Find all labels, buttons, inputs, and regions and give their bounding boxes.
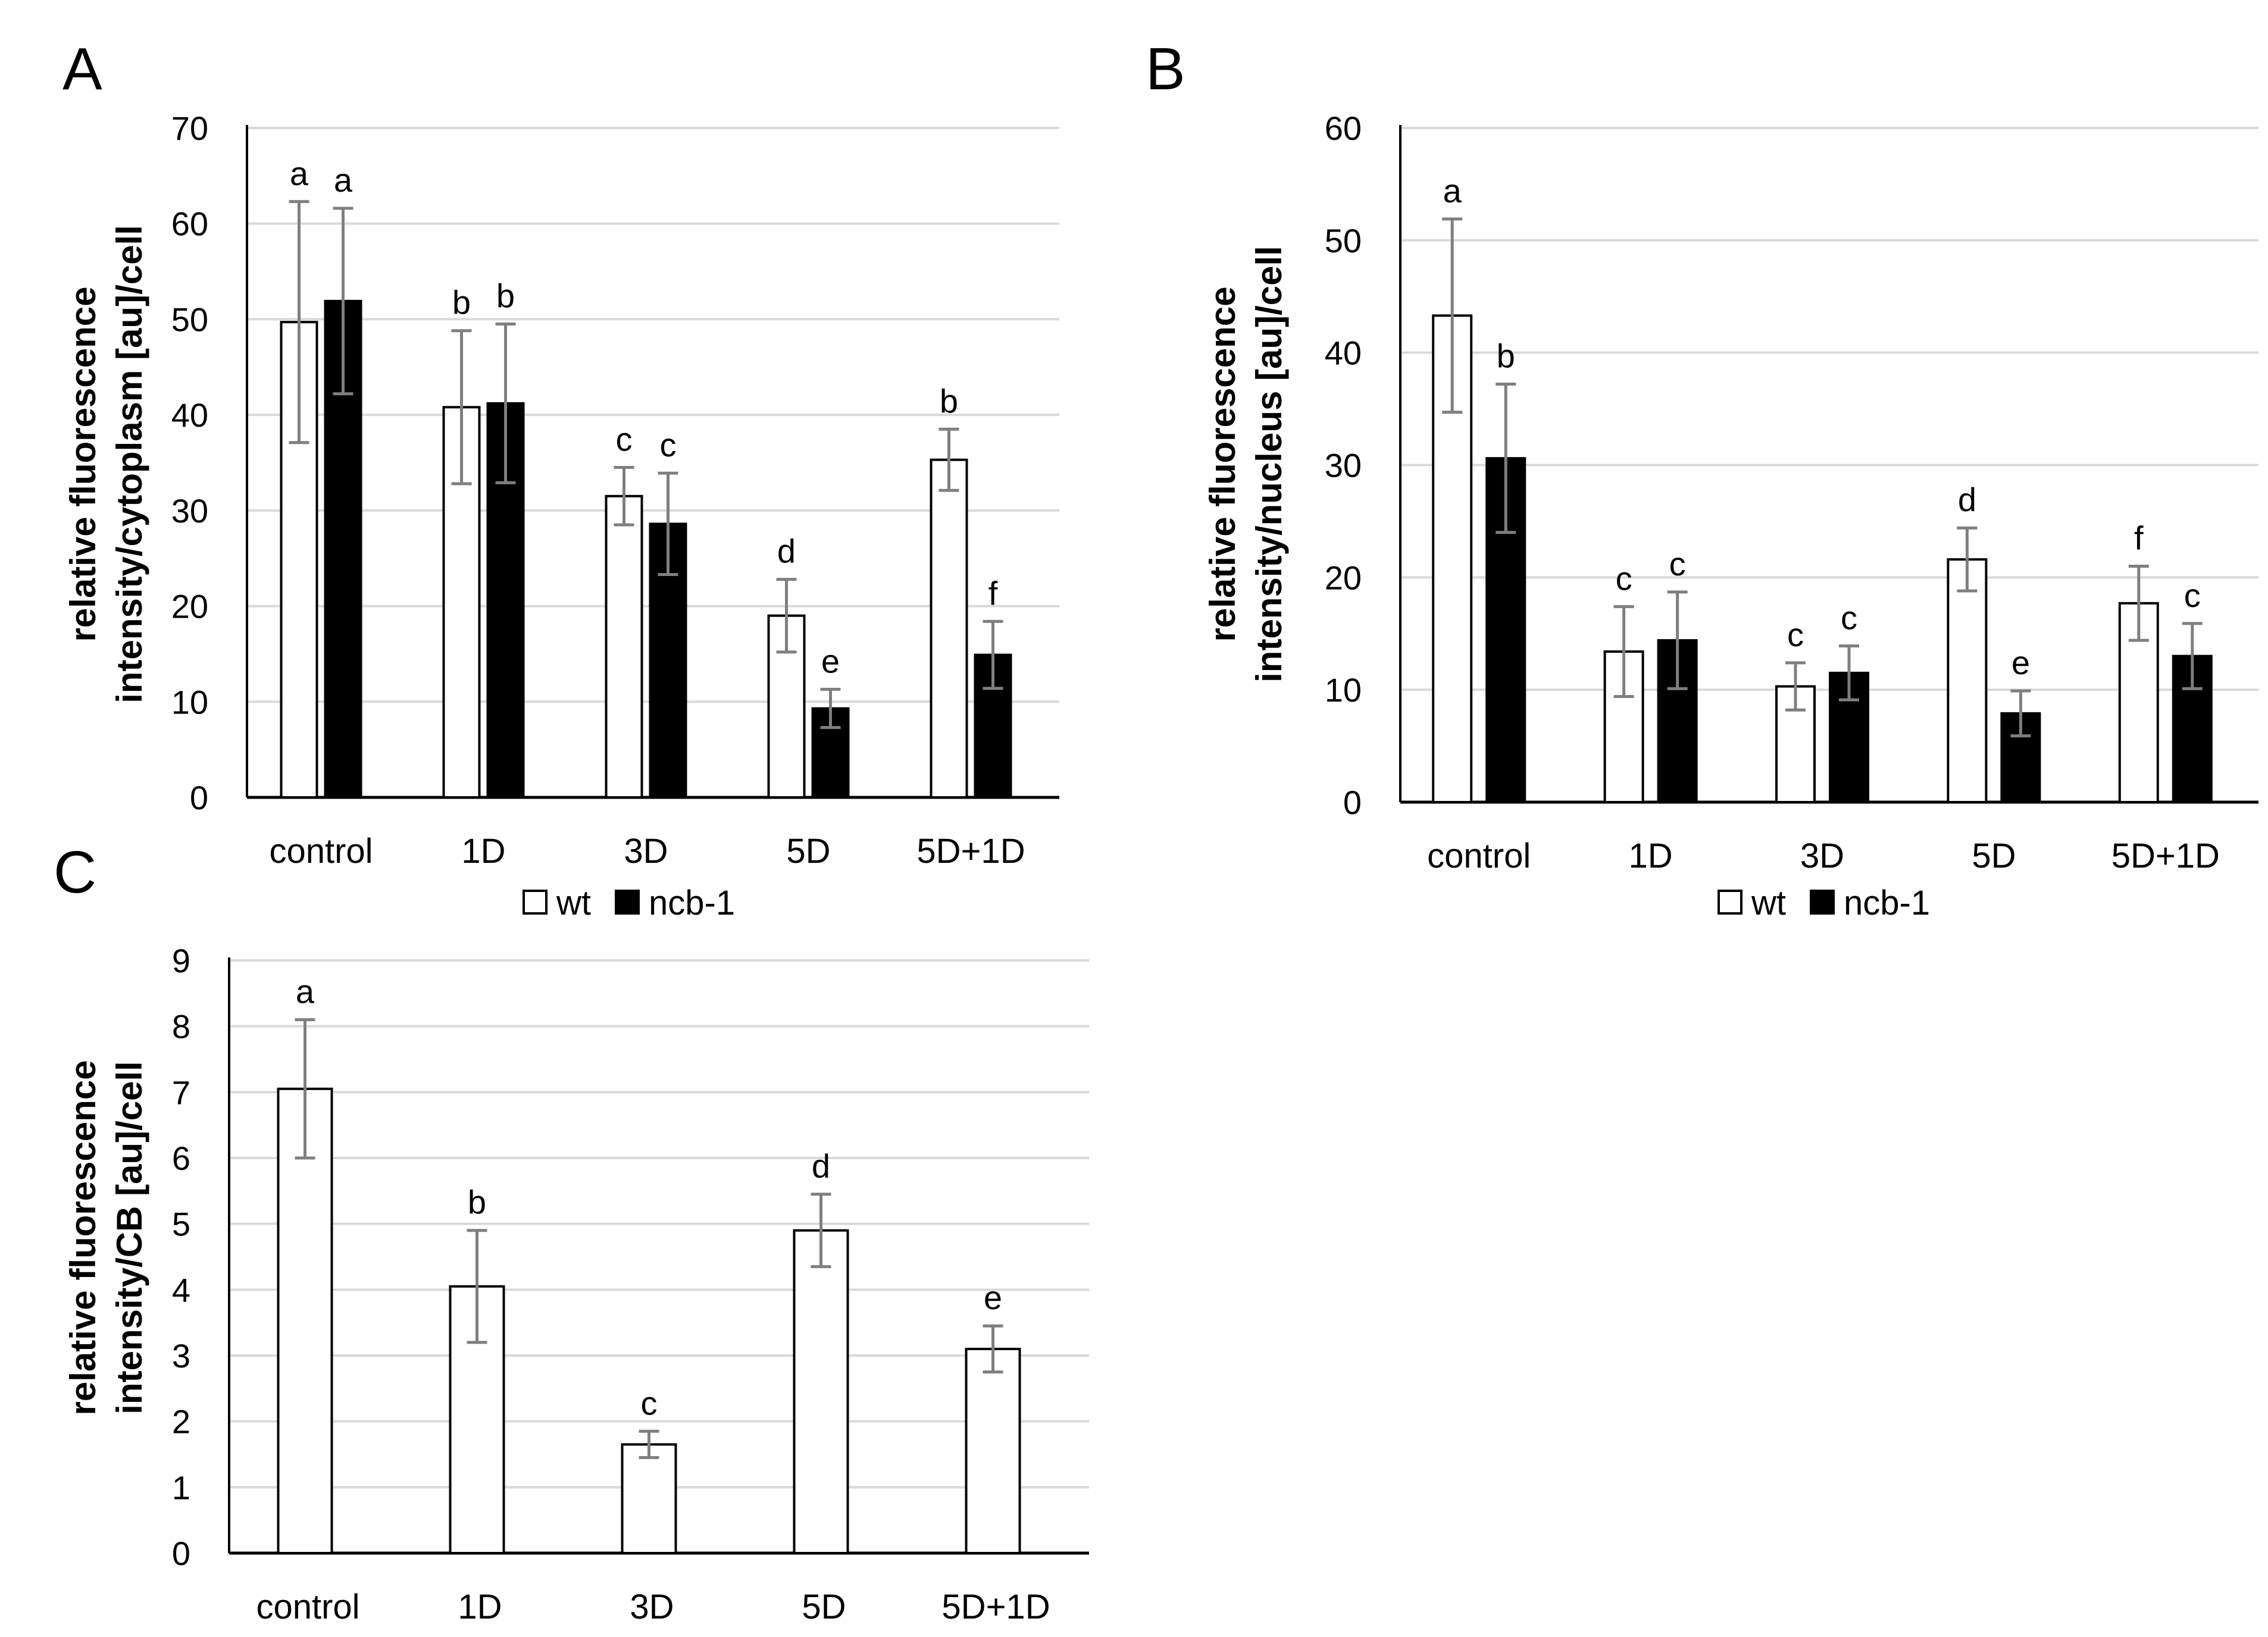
legend-label: wt — [556, 884, 591, 922]
significance-label: b — [452, 284, 471, 321]
legend-swatch-wt — [1718, 890, 1743, 915]
category-label: 1D — [458, 1588, 502, 1626]
bar-wt — [965, 1347, 1021, 1555]
y-axis-title: relative fluorescence intensity/CB [au]/c… — [63, 1060, 149, 1416]
category-label: control — [256, 1588, 359, 1626]
category-label: control — [269, 832, 373, 871]
y-tick-label: 10 — [171, 683, 208, 721]
bar-wt — [277, 1087, 333, 1555]
category-label: 5D+1D — [916, 832, 1025, 871]
y-axis-title-line: relative fluorescence — [1203, 287, 1243, 642]
y-tick-label: 6 — [172, 1140, 190, 1177]
significance-label: b — [940, 382, 958, 420]
category-label: 1D — [461, 832, 505, 871]
significance-label: c — [1669, 545, 1686, 583]
y-tick-label: 9 — [172, 942, 190, 979]
bar-wt — [621, 1443, 677, 1554]
category-label: 1D — [1629, 837, 1673, 875]
bar-wt — [2118, 602, 2159, 803]
significance-label: f — [988, 574, 998, 612]
significance-label: c — [660, 426, 677, 464]
y-tick-label: 2 — [172, 1403, 190, 1441]
y-tick-label: 30 — [1325, 447, 1362, 484]
significance-label: b — [1497, 337, 1515, 375]
y-tick-label: 8 — [172, 1008, 190, 1046]
y-tick-label: 50 — [171, 301, 208, 338]
y-tick-label: 40 — [1325, 334, 1362, 372]
y-tick-label: 0 — [172, 1535, 190, 1572]
panel-letter: C — [54, 839, 96, 906]
y-tick-label: 0 — [1343, 784, 1362, 821]
y-tick-label: 5 — [172, 1206, 190, 1243]
bar-wt — [1947, 558, 1988, 803]
significance-label: d — [812, 1147, 830, 1185]
y-axis-title-line: intensity/CB [au]/cell — [110, 1061, 149, 1414]
y-tick-label: 60 — [171, 205, 208, 243]
chart-panel-c: C 0 1 2 3 4 5 6 7 8 9 control 1D 3D 5D 5D+1D a b c d e relati… — [54, 839, 1089, 1626]
significance-label: f — [2134, 519, 2144, 556]
y-tick-label: 20 — [171, 588, 208, 625]
significance-label: c — [1616, 559, 1632, 597]
y-tick-label: 30 — [171, 492, 208, 530]
y-axis-title-line: intensity/cytoplasm [au]/cell — [110, 225, 149, 703]
significance-label: e — [821, 642, 840, 680]
significance-label: c — [641, 1384, 658, 1422]
y-axis-title-line: intensity/nucleus [au]/cell — [1249, 246, 1289, 683]
category-label: 5D+1D — [2111, 837, 2220, 875]
y-tick-label: 70 — [171, 109, 208, 147]
category-label: 3D — [630, 1588, 674, 1626]
legend-label: wt — [1751, 884, 1786, 922]
y-tick-label: 3 — [172, 1337, 190, 1375]
category-label: 5D — [802, 1588, 846, 1626]
legend-label: ncb-1 — [1844, 884, 1930, 922]
y-axis-title: relative fluorescence intensity/nucleus [… — [1203, 246, 1289, 683]
y-axis-title-line: relative fluorescence — [63, 287, 103, 642]
category-label: 3D — [624, 832, 668, 871]
category-label: 5D — [1972, 837, 2016, 875]
bar-wt — [605, 494, 643, 799]
legend-label: ncb-1 — [649, 884, 735, 922]
y-tick-label: 60 — [1325, 109, 1362, 147]
category-label: 5D — [786, 832, 830, 871]
y-tick-label: 20 — [1325, 559, 1362, 596]
category-label: 5D+1D — [941, 1588, 1050, 1626]
significance-label: a — [1443, 172, 1462, 209]
significance-label: d — [1958, 481, 1976, 518]
legend-swatch-ncb-1 — [1810, 890, 1835, 915]
y-tick-label: 40 — [171, 396, 208, 434]
y-tick-label: 10 — [1325, 671, 1362, 709]
legend-swatch-wt — [523, 890, 548, 915]
y-tick-label: 1 — [172, 1469, 190, 1506]
panel-letter: B — [1146, 36, 1185, 102]
legend-swatch-ncb-1 — [615, 890, 640, 915]
panel-letter: A — [62, 36, 102, 102]
y-tick-label: 4 — [172, 1271, 190, 1309]
y-tick-label: 50 — [1325, 222, 1362, 259]
significance-label: c — [1841, 599, 1857, 637]
significance-label: a — [296, 973, 315, 1010]
significance-label: b — [468, 1184, 486, 1221]
significance-label: a — [334, 161, 353, 199]
significance-label: b — [496, 277, 515, 314]
significance-label: e — [2012, 644, 2030, 681]
bar-wt — [793, 1229, 849, 1555]
bar-wt — [930, 458, 968, 799]
significance-label: e — [984, 1279, 1002, 1316]
category-label: 3D — [1800, 837, 1844, 875]
y-axis-title: relative fluorescence intensity/cytoplasm… — [63, 225, 149, 703]
chart-panel-a: A 0 10 20 30 40 50 60 70 control 1D 3D 5D 5D+1D a b c d b a… — [62, 36, 1059, 922]
y-axis-title-line: relative fluorescence — [63, 1060, 103, 1416]
y-tick-label: 0 — [190, 779, 208, 816]
significance-label: c — [2184, 577, 2201, 614]
significance-label: c — [616, 421, 633, 458]
significance-label: c — [1787, 616, 1804, 653]
significance-label: a — [290, 155, 309, 192]
significance-label: d — [777, 533, 796, 570]
category-label: control — [1427, 837, 1531, 875]
y-tick-label: 7 — [172, 1073, 190, 1111]
